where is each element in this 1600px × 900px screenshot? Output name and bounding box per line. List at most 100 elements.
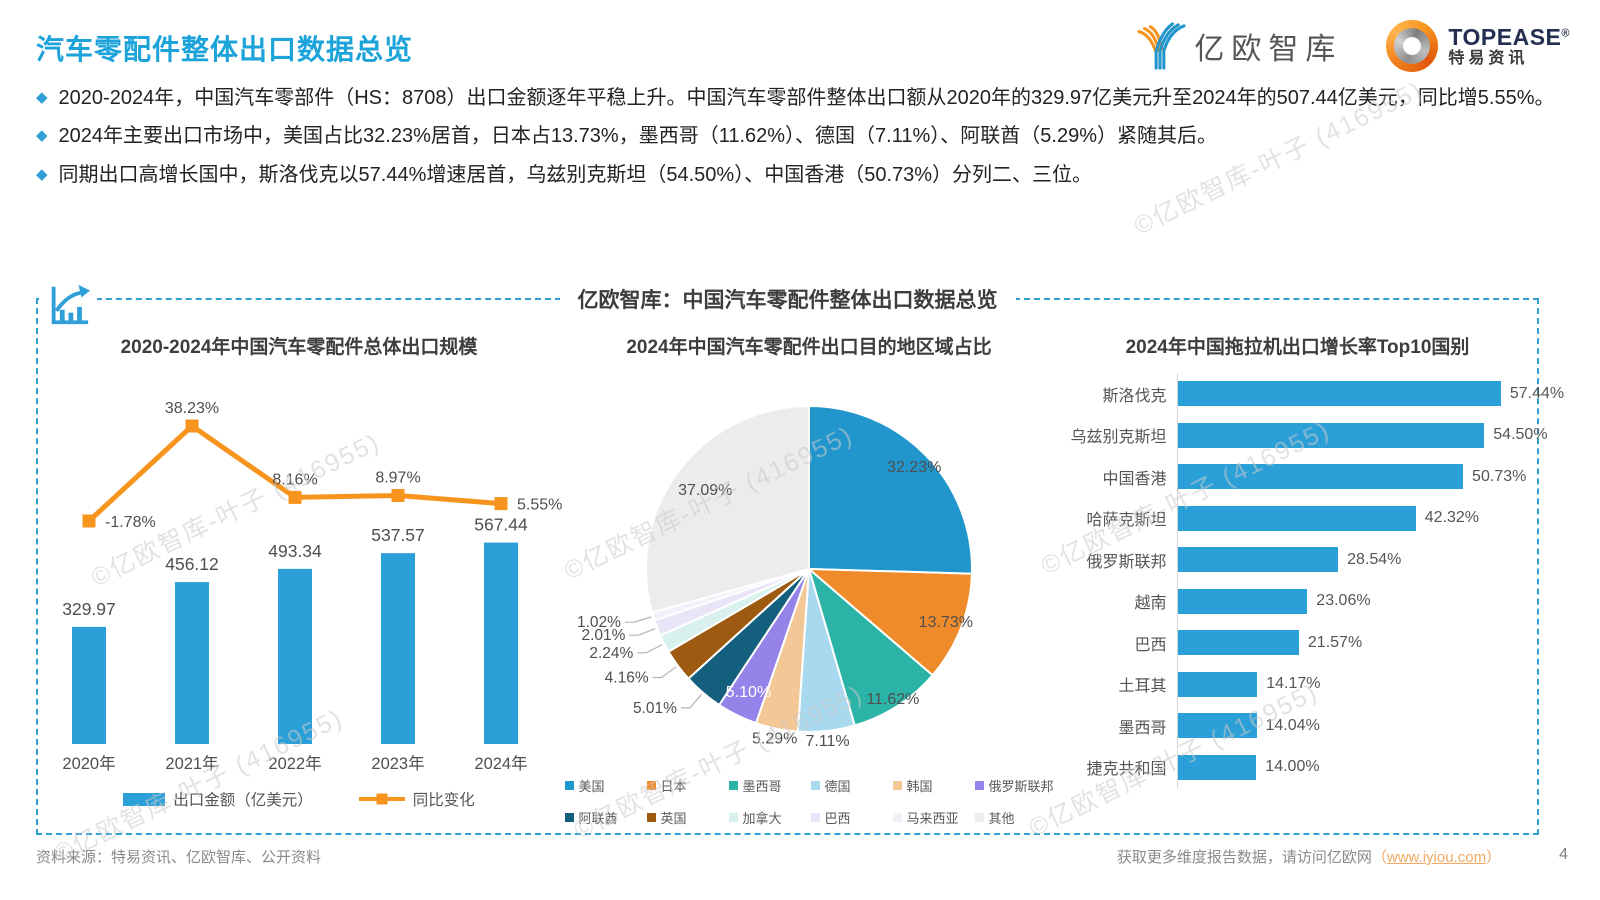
legend-label: 德国: [824, 779, 851, 794]
export-scale-svg: 329.97 2020年 456.12 2021年 493.34 2022年 537.57 2…: [62, 400, 562, 773]
hbar-row-巴西: 巴西 21.57%: [1069, 622, 1527, 664]
bullet-item: ◆ 同期出口高增长国中，斯洛伐克以57.44%增速居首，乌兹别克斯坦（54.50…: [36, 161, 1568, 189]
yiou-logo-icon: [1134, 21, 1186, 71]
legend-swatch-icon: [646, 781, 656, 790]
chart-label: 32.23%: [887, 459, 941, 476]
destination-share-chart-section: 2024年中国汽车零配件出口目的地区域占比 32.23% 13.73% 11.62%…: [560, 332, 1058, 833]
topease-logo: TOPEASE® 特易资讯: [1386, 20, 1570, 72]
hbar-track: 23.06%: [1176, 580, 1527, 622]
chart-label: 7.11%: [805, 733, 849, 750]
pie-leader-line: [629, 628, 656, 636]
pie-leader-line: [680, 693, 703, 709]
chart-label: 38.23%: [165, 400, 219, 417]
pie-legend-item-美国: 美国: [564, 776, 644, 795]
hbar-value-label: 28.54%: [1347, 550, 1402, 568]
destination-share-svg: 32.23% 13.73% 11.62% 7.11% 5.29% 5.10% 5.01% 4.…: [577, 404, 973, 750]
legend-swatch-icon: [728, 781, 738, 790]
legend-label: 巴西: [824, 811, 851, 826]
hbar-category-label: 捷克共和国: [1086, 761, 1167, 779]
export-bar: [175, 582, 209, 744]
diamond-bullet-icon: ◆: [36, 165, 48, 183]
chart1-title: 2020-2024年中国汽车零配件总体出口规模: [120, 337, 478, 358]
destination-share-pie: 32.23% 13.73% 11.62% 7.11% 5.29% 5.10% 5.01% 4.…: [559, 359, 1059, 768]
chart-label: 8.97%: [375, 469, 420, 486]
chart2-title: 2024年中国汽车零配件出口目的地区域占比: [626, 337, 992, 358]
hbar-value-label: 42.32%: [1424, 509, 1479, 527]
export-scale-chart-section: 2020-2024年中国汽车零配件总体出口规模 329.97 2020年 456.1…: [38, 332, 562, 833]
pie-legend-item-其他: 其他: [974, 808, 1054, 827]
hbar-row-墨西哥: 墨西哥 14.04%: [1069, 705, 1527, 747]
hbar-category-label: 越南: [1134, 595, 1167, 613]
legend-swatch-icon: [728, 813, 738, 822]
chart-label: 329.97: [62, 599, 116, 619]
export-bar: [72, 626, 106, 744]
chart-label: 2021年: [165, 754, 218, 773]
page-number: 4: [1559, 846, 1568, 863]
legend-label: 加拿大: [742, 811, 782, 826]
export-bar: [381, 553, 415, 744]
hbar-track: 14.00%: [1176, 746, 1527, 788]
hbar-value-label: 14.04%: [1265, 716, 1320, 734]
hbar-value-label: 14.17%: [1266, 675, 1321, 693]
hbar-category-label: 土耳其: [1118, 678, 1167, 696]
export-bar: [484, 542, 518, 744]
hbar-value-label: 54.50%: [1493, 426, 1548, 444]
panel-header-title: 亿欧智库：中国汽车零配件整体出口数据总览: [559, 284, 1016, 314]
legend-swatch-icon: [892, 813, 902, 822]
hbar-track: 21.57%: [1176, 622, 1527, 664]
chart-label: 8.16%: [272, 471, 317, 488]
growth-bar: [1177, 381, 1501, 407]
hbar-row-中国香港: 中国香港 50.73%: [1069, 456, 1527, 498]
growth-top10-chart: 斯洛伐克 57.44% 乌兹别克斯坦 54.50% 中国香港 50.73% 哈萨克斯坦 42.…: [1069, 373, 1564, 788]
legend-item-export-amount: 出口金额（亿美元）: [123, 788, 313, 810]
hbar-row-斯洛伐克: 斯洛伐克 57.44%: [1069, 373, 1564, 415]
topease-logo-icon: [1386, 20, 1439, 72]
chart-label: -1.78%: [105, 514, 156, 531]
hbar-track: 14.04%: [1176, 705, 1527, 747]
legend-label: 日本: [660, 779, 687, 794]
growth-top10-chart-section: 2024年中国拖拉机出口增长率Top10国别 斯洛伐克 57.44% 乌兹别克斯坦 5…: [1058, 332, 1564, 833]
hbar-category-label: 巴西: [1134, 636, 1167, 654]
legend-label: 墨西哥: [742, 779, 782, 794]
pie-legend-item-马来西亚: 马来西亚: [892, 808, 972, 827]
chart-label: 1.02%: [577, 614, 621, 631]
legend-label: 美国: [578, 779, 605, 794]
growth-bar: [1177, 464, 1464, 490]
hbar-category-label: 斯洛伐克: [1102, 387, 1167, 405]
yiou-logo-text: 亿欧智库: [1194, 33, 1343, 66]
pie-leader-line: [637, 644, 663, 654]
legend-label: 马来西亚: [906, 811, 959, 826]
footer: 资料来源：特易资讯、亿欧智库、公开资料 获取更多维度报告数据，请访问亿欧网（ww…: [36, 846, 1568, 867]
yiou-logo: 亿欧智库: [1134, 21, 1342, 71]
chart3-title: 2024年中国拖拉机出口增长率Top10国别: [1125, 337, 1470, 358]
growth-bar: [1177, 422, 1485, 448]
pie-legend-item-墨西哥: 墨西哥: [728, 776, 808, 795]
chart-label: 13.73%: [919, 614, 973, 631]
hbar-track: 42.32%: [1176, 497, 1527, 539]
charts-panel: 亿欧智库：中国汽车零配件整体出口数据总览 2020-2024年中国汽车零配件总体…: [36, 280, 1564, 835]
pie-slice-美国: [808, 404, 973, 575]
export-scale-chart: 329.97 2020年 456.12 2021年 493.34 2022年 537.57 2…: [44, 359, 562, 788]
paren: ）: [1486, 849, 1502, 866]
legend-swatch-icon: [892, 781, 902, 790]
hbar-value-label: 23.06%: [1316, 592, 1371, 610]
yoy-marker: [391, 488, 405, 502]
line-swatch-icon: [358, 797, 405, 801]
chart-label: 537.57: [371, 525, 425, 545]
growth-bar: [1177, 713, 1257, 739]
pie-leader-line: [624, 616, 652, 623]
chart-label: 11.62%: [866, 691, 919, 708]
chart-label: 493.34: [268, 541, 322, 561]
bullet-text: 同期出口高增长国中，斯洛伐克以57.44%增速居首，乌兹别克斯坦（54.50%）…: [58, 163, 1093, 186]
iyiou-link[interactable]: www.iyiou.com: [1386, 849, 1487, 866]
hbar-value-label: 14.00%: [1265, 758, 1320, 776]
header: 汽车零配件整体出口数据总览 亿欧智库 TOP: [36, 14, 1570, 72]
hbar-row-哈萨克斯坦: 哈萨克斯坦 42.32%: [1069, 497, 1527, 539]
chart1-legend: 出口金额（亿美元） 同比变化: [123, 788, 475, 810]
registered-mark: ®: [1561, 26, 1570, 39]
pie-legend-item-阿联酋: 阿联酋: [564, 808, 644, 827]
hbar-track: 28.54%: [1176, 539, 1527, 581]
hbar-row-乌兹别克斯坦: 乌兹别克斯坦 54.50%: [1069, 414, 1548, 456]
logos: 亿欧智库 TOPEASE® 特易资讯: [1134, 20, 1570, 72]
pie-legend-item-加拿大: 加拿大: [728, 808, 808, 827]
